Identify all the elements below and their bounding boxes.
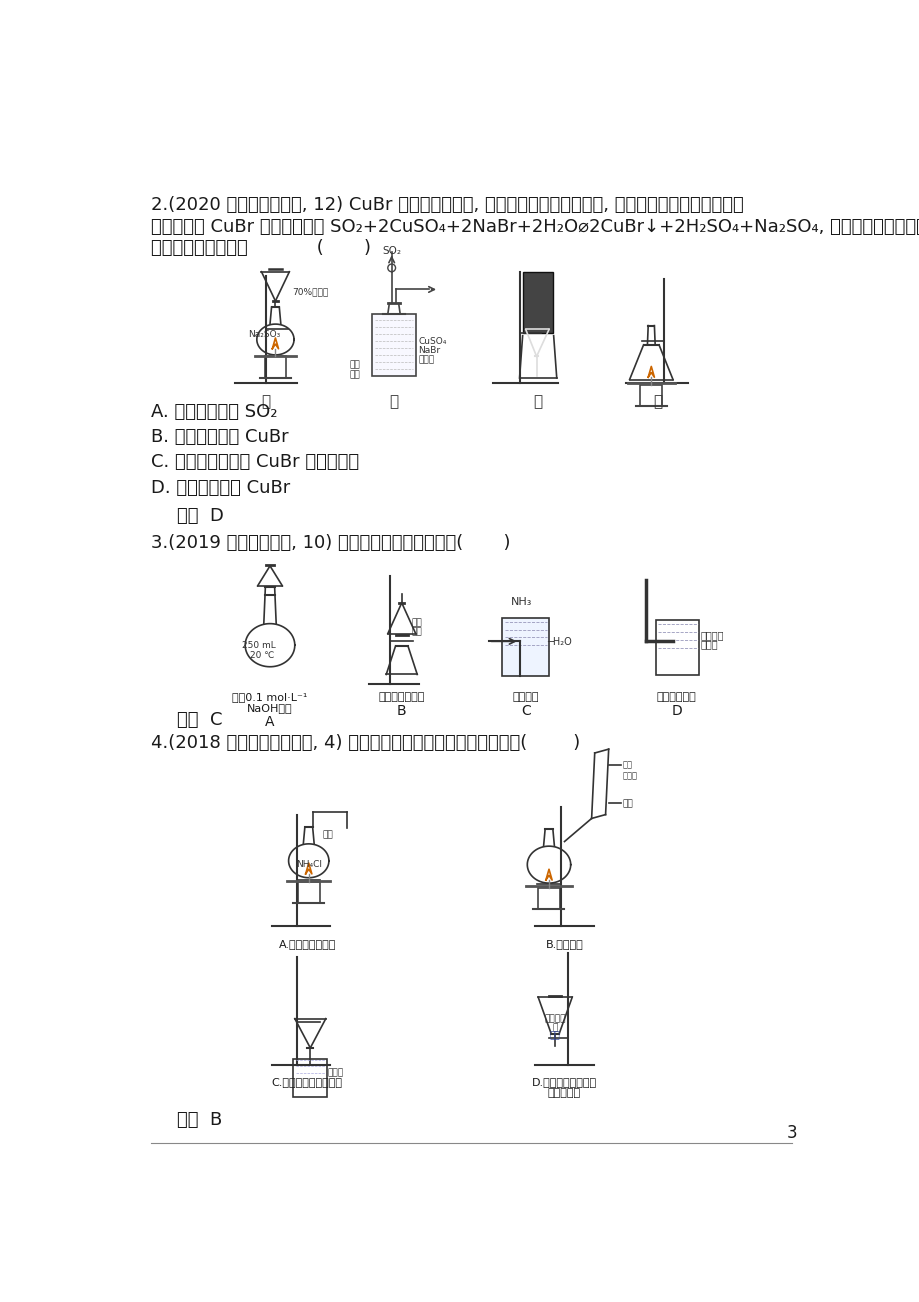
Text: 粗磁
石榴网: 粗磁 石榴网 [622, 760, 637, 780]
Text: CuSO₄: CuSO₄ [417, 337, 446, 346]
Text: D. 用装置丁干燥 CuBr: D. 用装置丁干燥 CuBr [151, 479, 289, 497]
Text: B.粗磁提纯: B.粗磁提纯 [545, 939, 583, 949]
Text: 配制0.1 mol·L⁻¹: 配制0.1 mol·L⁻¹ [233, 693, 307, 702]
Text: 答案  B: 答案 B [176, 1111, 222, 1129]
Bar [293, 1059, 327, 1098]
Bar [538, 888, 560, 909]
Text: D: D [671, 704, 682, 719]
Text: 乙醇: 乙醇 [411, 628, 421, 637]
Text: 70%浓硫酸: 70%浓硫酸 [292, 288, 328, 296]
Text: Na₂SO₃: Na₂SO₃ [248, 331, 280, 340]
Text: 丙: 丙 [532, 395, 541, 409]
Text: A: A [265, 715, 275, 729]
Text: 水层: 水层 [550, 1031, 560, 1040]
Text: 20 ℃: 20 ℃ [250, 651, 274, 660]
Text: 制备氨水: 制备氨水 [512, 693, 539, 702]
Text: 实验室制备 CuBr 的反应原理为 SO₂+2CuSO₄+2NaBr+2H₂O⌀2CuBr↓+2H₂SO₄+Na₂SO₄, 用下列装置进行实验, 不: 实验室制备 CuBr 的反应原理为 SO₂+2CuSO₄+2NaBr+2H₂O⌀… [151, 217, 919, 236]
Text: A.制取并收集氯气: A.制取并收集氯气 [278, 939, 335, 949]
Bar [265, 357, 286, 378]
Bar [655, 620, 698, 676]
Text: 苯的萃取液: 苯的萃取液 [548, 1088, 581, 1098]
Text: ─H₂O: ─H₂O [547, 638, 572, 647]
Text: C: C [520, 704, 530, 719]
Text: 3.(2019 四川成都摸底, 10) 下列操作或装置正确的是(       ): 3.(2019 四川成都摸底, 10) 下列操作或装置正确的是( ) [151, 534, 510, 552]
Text: 分离乙酸和乙醇: 分离乙酸和乙醇 [378, 693, 425, 702]
Text: NaOH溶液: NaOH溶液 [247, 703, 292, 713]
Text: 液: 液 [552, 1023, 557, 1032]
Text: B: B [396, 704, 406, 719]
Text: 4.(2018 宁夏育才中学月考, 4) 下列实验装置、原理或操作正确的是(        ): 4.(2018 宁夏育才中学月考, 4) 下列实验装置、原理或操作正确的是( ) [151, 734, 579, 751]
Bar [640, 385, 662, 406]
Text: 冷水: 冷水 [622, 799, 632, 809]
Text: 收集乙酸乙酯: 收集乙酸乙酯 [656, 693, 696, 702]
Text: 混合液: 混合液 [417, 355, 434, 365]
Text: 答案  D: 答案 D [176, 506, 223, 525]
Text: 能达到实验目的的是            (       ): 能达到实验目的的是 ( ) [151, 240, 370, 258]
Bar [523, 272, 552, 333]
Text: 甲: 甲 [261, 395, 270, 409]
Bar [372, 314, 415, 376]
Text: NH₄Cl: NH₄Cl [295, 861, 322, 870]
Text: D.先放出水层再放出: D.先放出水层再放出 [531, 1077, 596, 1087]
Text: C.除去粗盐水中不溶物: C.除去粗盐水中不溶物 [271, 1077, 343, 1087]
Text: 苯的萃取: 苯的萃取 [544, 1014, 565, 1023]
Text: A. 用装置甲制取 SO₂: A. 用装置甲制取 SO₂ [151, 402, 277, 421]
Text: B. 用装置乙制取 CuBr: B. 用装置乙制取 CuBr [151, 428, 288, 447]
Text: 粗盐水: 粗盐水 [327, 1069, 343, 1078]
Text: NaBr: NaBr [417, 346, 439, 355]
Text: NH₃: NH₃ [510, 596, 531, 607]
Text: 3: 3 [786, 1124, 796, 1142]
Text: 丁: 丁 [652, 395, 662, 409]
Text: 250 mL: 250 mL [242, 642, 276, 650]
Text: 玻璃
球泡: 玻璃 球泡 [349, 361, 360, 380]
Text: 答案  C: 答案 C [176, 711, 222, 729]
Bar [298, 881, 319, 904]
Text: 乙: 乙 [389, 395, 398, 409]
Text: 饱和碳酸: 饱和碳酸 [699, 630, 723, 639]
Text: 钠溶液: 钠溶液 [699, 639, 717, 648]
Circle shape [388, 264, 395, 272]
Bar [502, 618, 549, 676]
Text: SO₂: SO₂ [381, 246, 401, 256]
Text: 乙酸: 乙酸 [411, 618, 421, 628]
Text: C. 用装置丙避光将 CuBr 与母液分离: C. 用装置丙避光将 CuBr 与母液分离 [151, 453, 358, 471]
Text: 2.(2020 届江西南昌摸底, 12) CuBr 是一种白色晶体, 见光或潮湿时受热易分解, 在空气中逐渐变为浅绿色。: 2.(2020 届江西南昌摸底, 12) CuBr 是一种白色晶体, 见光或潮湿… [151, 197, 743, 215]
Text: 棉花: 棉花 [323, 829, 333, 838]
